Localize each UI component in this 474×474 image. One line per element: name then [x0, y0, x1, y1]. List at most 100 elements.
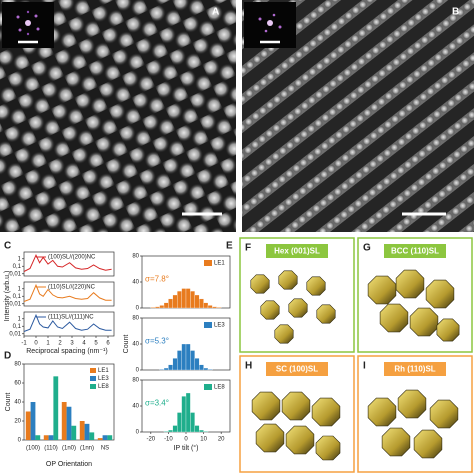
- panel-label: D: [4, 351, 11, 362]
- histogram-bar: [212, 306, 217, 309]
- legend-swatch: [90, 376, 96, 381]
- x-axis-label: Reciprocal spacing (nm⁻¹): [26, 348, 108, 355]
- bar: [107, 435, 113, 440]
- bar: [61, 402, 67, 440]
- nanocrystal: [367, 275, 397, 305]
- x-tick-label: 20: [218, 437, 225, 443]
- y-tick-label: 80: [132, 378, 139, 384]
- spectrum-line: [23, 254, 112, 272]
- histogram-bar: [181, 396, 187, 433]
- fft-inset-a: [2, 2, 54, 48]
- legend-swatch: [204, 322, 212, 328]
- histogram-bar: [163, 431, 169, 433]
- legend-swatch: [204, 260, 212, 266]
- histogram-bar: [194, 425, 200, 433]
- y-tick-label: 0,01: [9, 301, 21, 307]
- histogram-bar: [163, 367, 169, 371]
- panel-label: B: [452, 7, 459, 18]
- bar: [48, 435, 54, 440]
- histogram-bar: [185, 392, 191, 433]
- nanocrystal: [250, 274, 270, 294]
- nanocrystal: [395, 269, 425, 299]
- x-tick-label: -1: [21, 341, 27, 347]
- y-tick-label: 20: [14, 419, 21, 425]
- y-tick-label: 40: [132, 280, 139, 286]
- model-label-box: [384, 244, 446, 258]
- x-tick-label: 0: [34, 341, 38, 347]
- x-tick-label: NS: [101, 446, 109, 452]
- histogram-bar: [172, 294, 178, 309]
- legend-label: LE1: [98, 368, 109, 374]
- model-label: Rh (110)SL: [394, 365, 435, 374]
- histogram-bar: [150, 307, 156, 309]
- nanocrystal: [397, 389, 427, 419]
- bar: [30, 402, 36, 440]
- y-tick-label: 40: [132, 342, 139, 348]
- histogram-bar: [199, 298, 204, 309]
- histogram-bar: [190, 412, 195, 433]
- y-tick-label: 40: [14, 400, 21, 406]
- histogram-bar: [181, 288, 187, 309]
- nanocrystal: [285, 425, 315, 455]
- panel-label: A: [212, 7, 219, 18]
- legend-label: LE3: [98, 376, 109, 382]
- histogram-bar: [172, 358, 178, 371]
- legend-swatch: [90, 384, 96, 389]
- histogram-bar: [163, 302, 169, 309]
- histogram-bar: [194, 358, 200, 371]
- legend-swatch: [204, 384, 212, 390]
- histogram-bar: [207, 369, 213, 371]
- fft-inset-b: [244, 2, 296, 48]
- x-tick-label: (110): [44, 446, 58, 452]
- panel-label: C: [4, 241, 11, 252]
- model-label-box: [384, 362, 446, 376]
- x-axis-label: OP Orientation: [46, 461, 92, 468]
- nanocrystal: [425, 279, 455, 309]
- bar: [25, 411, 31, 440]
- model-label: Hex (001)SL: [274, 247, 320, 256]
- x-tick-label: -10: [164, 437, 173, 443]
- panel-label: E: [226, 241, 233, 252]
- bar: [97, 438, 103, 440]
- bar: [84, 423, 90, 440]
- legend-label: LE8: [214, 385, 225, 391]
- histogram-bar: [181, 343, 187, 371]
- y-tick-label: 0: [136, 430, 140, 436]
- y-axis-label: Count: [123, 335, 130, 354]
- x-tick-label: 6: [106, 341, 110, 347]
- nanocrystal: [381, 427, 411, 457]
- x-tick-label: 4: [82, 341, 86, 347]
- bar: [53, 376, 59, 440]
- bar: [71, 425, 77, 440]
- nanocrystal: [281, 391, 311, 421]
- model-label: BCC (110)SL: [391, 247, 439, 256]
- plot-frame: [23, 281, 115, 307]
- legend-swatch: [90, 368, 96, 373]
- x-tick-label: 5: [94, 341, 98, 347]
- histogram-bar: [199, 429, 204, 433]
- bar: [89, 432, 95, 440]
- nanocrystal: [409, 307, 439, 337]
- nanocrystal: [274, 324, 294, 344]
- y-tick-label: 0: [136, 368, 140, 374]
- spectrum-line: [23, 313, 112, 332]
- y-axis-label: Intensity (arb.u.): [4, 271, 11, 322]
- histogram-bar: [194, 294, 200, 309]
- x-tick-label: (1n0): [62, 446, 76, 452]
- y-tick-label: 80: [132, 316, 139, 322]
- histogram-bar: [177, 290, 182, 309]
- panel-label: G: [363, 243, 371, 254]
- histogram-bar: [199, 364, 204, 371]
- bar: [66, 406, 72, 440]
- nanocrystal: [288, 298, 308, 318]
- bar: [35, 435, 41, 440]
- y-tick-label: 40: [132, 404, 139, 410]
- y-tick-label: 0: [18, 438, 22, 444]
- x-tick-label: 3: [70, 341, 74, 347]
- bar: [43, 435, 49, 440]
- x-tick-label: 2: [58, 341, 62, 347]
- nanocrystal: [429, 399, 459, 429]
- model-label: SC (100)SL: [276, 365, 318, 374]
- histogram-bar: [177, 350, 182, 371]
- histogram-bar: [159, 369, 165, 371]
